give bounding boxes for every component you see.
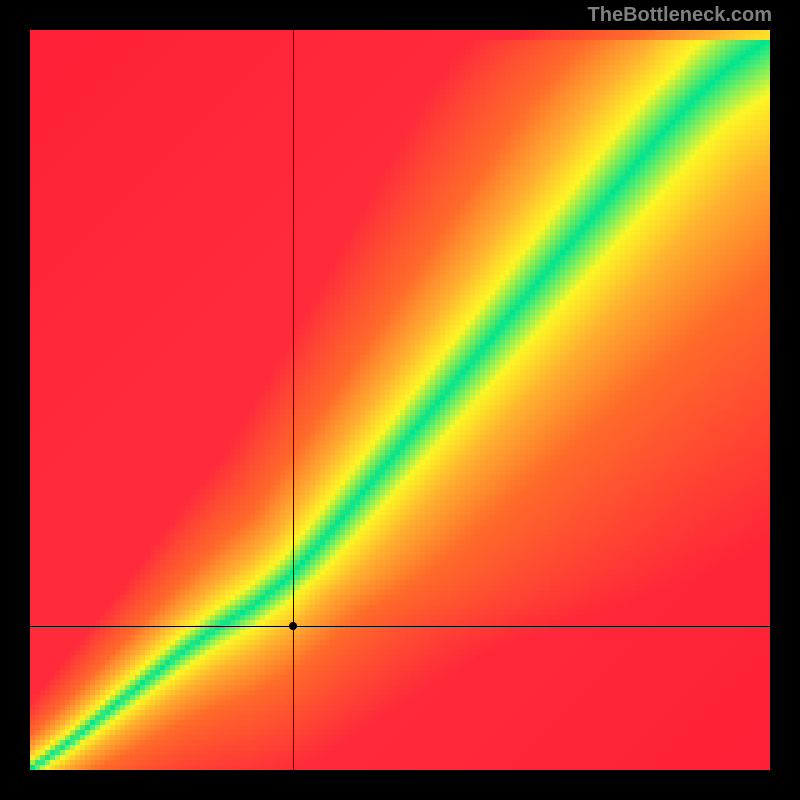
watermark-text: TheBottleneck.com bbox=[588, 4, 772, 27]
crosshair-horizontal-line bbox=[30, 626, 770, 627]
crosshair-dot bbox=[289, 622, 297, 630]
plot-area bbox=[30, 30, 770, 770]
chart-container: TheBottleneck.com bbox=[0, 0, 800, 800]
heatmap-canvas bbox=[30, 30, 770, 770]
crosshair-vertical-line bbox=[293, 30, 294, 770]
